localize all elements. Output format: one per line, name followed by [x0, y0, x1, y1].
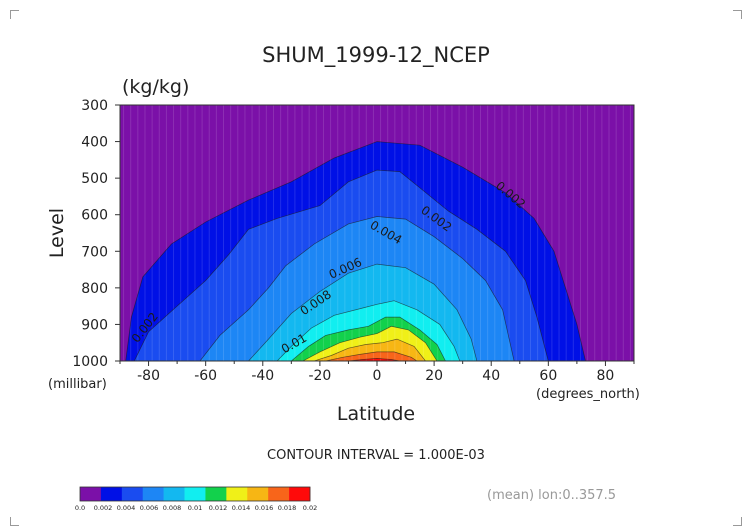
legend-swatch	[247, 487, 269, 501]
legend-swatch	[100, 487, 123, 501]
units-label: (kg/kg)	[122, 76, 189, 98]
legend-tick-label: 0.002	[94, 504, 113, 512]
legend-tick-label: 0.006	[140, 504, 159, 512]
legend-tick-label: 0.01	[188, 504, 202, 512]
legend-tick-label: 0.02	[303, 504, 317, 512]
corner-mark-bottom-left	[10, 517, 19, 526]
contour-line-3	[248, 263, 478, 361]
legend-tick-label: 0.018	[278, 504, 297, 512]
x-tick-label: 0	[373, 368, 382, 384]
legend-swatch	[184, 487, 206, 501]
x-tick-label: -20	[308, 368, 331, 384]
y-tick-label: 900	[81, 317, 108, 333]
grid-stripes	[123, 105, 631, 361]
legend-tick-label: 0.012	[209, 504, 228, 512]
legend-swatch	[205, 487, 227, 501]
contour-line-9	[348, 358, 400, 361]
x-tick-label: 20	[425, 368, 443, 384]
legend-swatch	[142, 487, 164, 501]
legend-swatch	[289, 487, 311, 501]
legend-tick-label: 0.016	[255, 504, 274, 512]
legend-tick-label: 0.004	[117, 504, 136, 512]
legend-swatch	[121, 487, 144, 501]
x-tick-label: 80	[597, 368, 615, 384]
x-tick-label: 40	[482, 368, 500, 384]
color-legend: 0.0 0.002 0.004 0.006 0.008 0.01 0.012 0.014 0.0…	[75, 486, 317, 512]
mean-lon-note: (mean) lon:0..357.5	[487, 488, 616, 503]
y-tick-label: 1000	[72, 354, 108, 370]
y-axis-label: Level	[46, 208, 68, 258]
contour-line-1	[133, 169, 549, 361]
y-tick-label: 400	[81, 135, 108, 151]
legend-tick-label: 0.014	[232, 504, 251, 512]
contour-line-7	[314, 338, 426, 361]
legend-swatch	[163, 487, 185, 501]
y-tick-label: 300	[81, 98, 108, 114]
contour-line-4	[276, 300, 461, 361]
corner-mark-top-right	[733, 10, 742, 19]
corner-mark-bottom-right	[733, 517, 742, 526]
chart-title: SHUM_1999-12_NCEP	[262, 43, 490, 68]
y-tick-label: 500	[81, 171, 108, 187]
corner-mark-top-left	[10, 10, 19, 19]
legend-tick-label: 0.008	[163, 504, 182, 512]
contour-line-6	[302, 325, 438, 361]
y-tick-label: 600	[81, 208, 108, 224]
contour-bands	[125, 141, 586, 361]
legend-tick-label: 0.0	[75, 504, 85, 512]
contour-lines	[125, 141, 586, 361]
x-tick-label: 60	[539, 368, 557, 384]
legend-swatch	[226, 487, 248, 501]
x-axis-label: Latitude	[337, 403, 415, 425]
x-tick-label: -40	[251, 368, 274, 384]
contour-band-8	[325, 351, 417, 361]
legend-swatch	[268, 487, 290, 501]
legend-frame	[79, 486, 311, 502]
x-tick-label: -80	[137, 368, 160, 384]
contour-line-2	[199, 216, 515, 361]
y-tick-label: 800	[81, 281, 108, 297]
y-tick-label: 700	[81, 244, 108, 260]
y-axis-unit: (millibar)	[48, 377, 107, 392]
x-axis-ticks: -80 -60 -40 -20 0 20 40 60 80	[119, 361, 635, 384]
x-tick-label: -60	[194, 368, 217, 384]
contour-interval-text: CONTOUR INTERVAL = 1.000E-03	[267, 448, 485, 463]
contour-band-9	[348, 358, 400, 361]
contour-line-8	[325, 351, 418, 361]
contour-line-0	[125, 141, 586, 361]
contour-line-5	[291, 316, 446, 361]
x-axis-unit: (degrees_north)	[536, 387, 640, 402]
legend-swatch	[80, 487, 102, 501]
y-axis-ticks: 300 400 500 600 700 800 900 1000	[72, 98, 120, 370]
